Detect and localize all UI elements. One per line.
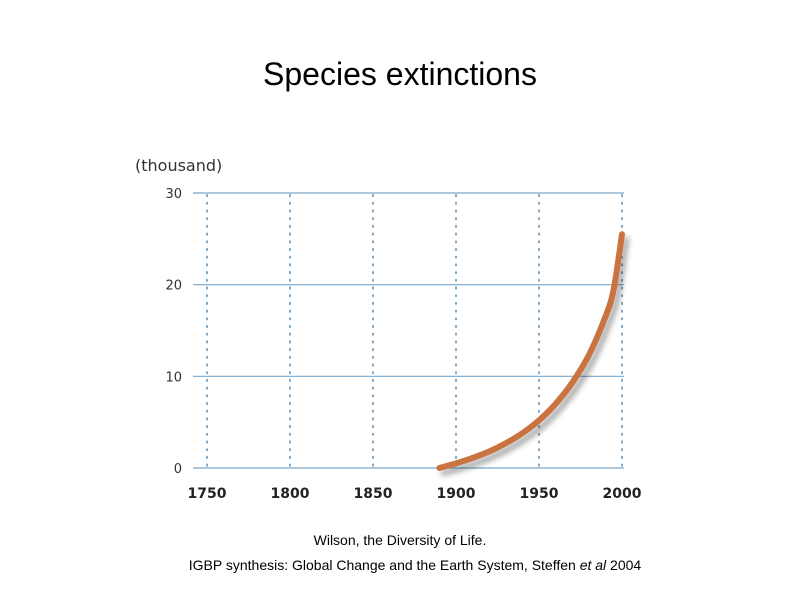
x-tick-label: 1750 [188, 486, 227, 502]
source-citation-2-italic: et al [579, 557, 607, 573]
x-tick-label: 1950 [520, 486, 559, 502]
source-citation-2: IGBP synthesis: Global Change and the Ea… [0, 557, 800, 573]
x-tick-label: 1850 [354, 486, 393, 502]
series-line-species-extinctions [436, 231, 625, 471]
x-tick-label: 1900 [437, 486, 476, 502]
y-tick-label: 0 [174, 462, 182, 477]
y-axis-label: (thousand) [135, 156, 222, 175]
y-tick-label: 30 [165, 187, 182, 202]
source-citation-1: Wilson, the Diversity of Life. [313, 532, 487, 548]
y-tick-label: 10 [165, 370, 182, 385]
page-title: Species extinctions [263, 56, 537, 92]
source-citation-2-suffix: 2004 [606, 557, 642, 573]
y-tick-label: 20 [165, 279, 182, 294]
x-tick-label: 1800 [271, 486, 310, 502]
x-tick-label: 2000 [603, 486, 642, 502]
source-citation-2-prefix: IGBP synthesis: Global Change and the Ea… [188, 557, 580, 573]
